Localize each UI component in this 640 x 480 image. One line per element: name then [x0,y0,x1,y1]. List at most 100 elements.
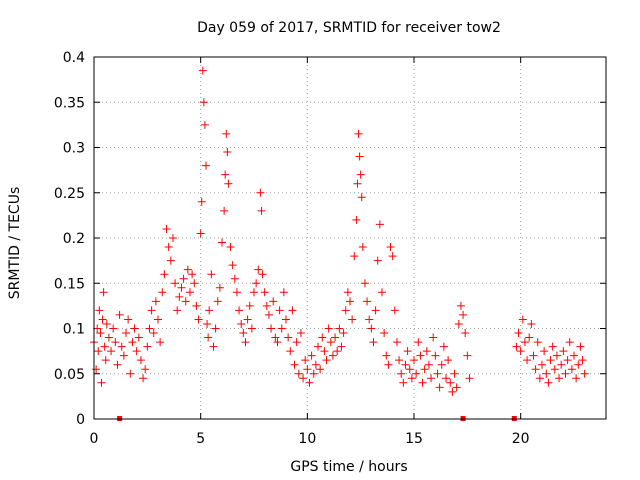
data-point [267,324,276,333]
data-point [354,129,363,138]
data-point [523,356,532,365]
data-point [331,333,340,342]
data-point [147,306,156,315]
data-point [245,301,254,310]
data-point [130,324,139,333]
data-point [341,306,350,315]
y-tick-label: 0.4 [63,50,85,66]
data-point [279,288,288,297]
data-point [427,374,436,383]
data-point [305,378,314,387]
x-tick-label: 10 [298,431,316,447]
data-point [442,374,450,383]
data-point [353,179,362,188]
data-point [416,351,425,360]
data-point [271,333,280,342]
data-point [559,347,568,356]
data-point [198,66,207,75]
data-point [102,319,111,328]
data-point [247,324,256,333]
data-point [243,315,252,324]
data-point [190,279,199,288]
grid [94,57,606,419]
data-point [209,342,218,351]
x-tick-label: 5 [196,431,205,447]
y-tick-label: 0.1 [63,322,85,338]
data-point [363,297,372,306]
data-point [448,387,457,396]
data-point [403,347,412,356]
data-point [215,283,224,292]
data-point [235,306,244,315]
data-point [380,329,389,338]
data-point [141,365,150,374]
data-point [542,369,551,378]
data-point [399,378,408,387]
data-point [578,356,587,365]
data-point [104,333,113,342]
data-point [373,256,382,265]
data-points [90,66,589,421]
data-point [211,324,220,333]
data-point [405,365,414,374]
data-point [292,338,301,347]
data-point [256,188,265,197]
data-point [145,324,154,333]
data-point [407,374,416,383]
data-point [439,342,448,351]
data-point [529,351,538,360]
data-point [333,347,342,356]
data-point [435,383,444,392]
data-point [550,365,559,374]
data-point [204,333,213,342]
data-point [365,315,374,324]
data-point [367,324,376,333]
data-point [101,356,110,365]
data-point [228,261,237,270]
data-point [203,319,212,328]
data-point [360,279,369,288]
data-point [97,378,106,387]
data-point [348,315,357,324]
y-tick-label: 0.25 [54,186,85,202]
data-point [437,360,446,369]
data-point [119,351,128,360]
data-point [294,369,303,378]
x-tick-label: 15 [405,431,423,447]
axis-ticks: 0 0.05 0.1 0.15 0.2 0.25 0.3 0.35 0.4 0 5 10 15 20 [54,50,606,447]
data-point [514,329,523,338]
data-point [357,193,366,202]
data-point [186,288,194,297]
data-point [149,329,158,338]
data-point [452,383,461,392]
data-point [109,324,118,333]
data-point [410,356,418,365]
data-point [352,215,361,224]
data-point [207,270,216,279]
y-tick-label: 0.2 [63,231,85,247]
data-point [162,224,171,233]
data-point [111,338,120,347]
data-point [213,297,222,306]
data-point [197,197,206,206]
data-point [226,243,235,252]
data-point [397,369,406,378]
data-point [570,351,578,360]
data-point [99,288,108,297]
data-point [382,351,391,360]
data-point [220,206,229,215]
data-point [177,283,186,292]
data-point [422,347,431,356]
x-tick-label: 20 [512,431,530,447]
data-point [122,329,130,338]
data-point [520,338,529,347]
data-point [527,319,536,328]
y-axis-label: SRMTID / TECUs [7,187,23,300]
data-point [223,148,232,157]
data-point [456,301,465,310]
data-point [199,98,208,107]
data-point [531,365,540,374]
data-point [320,347,329,356]
data-point [574,360,583,369]
